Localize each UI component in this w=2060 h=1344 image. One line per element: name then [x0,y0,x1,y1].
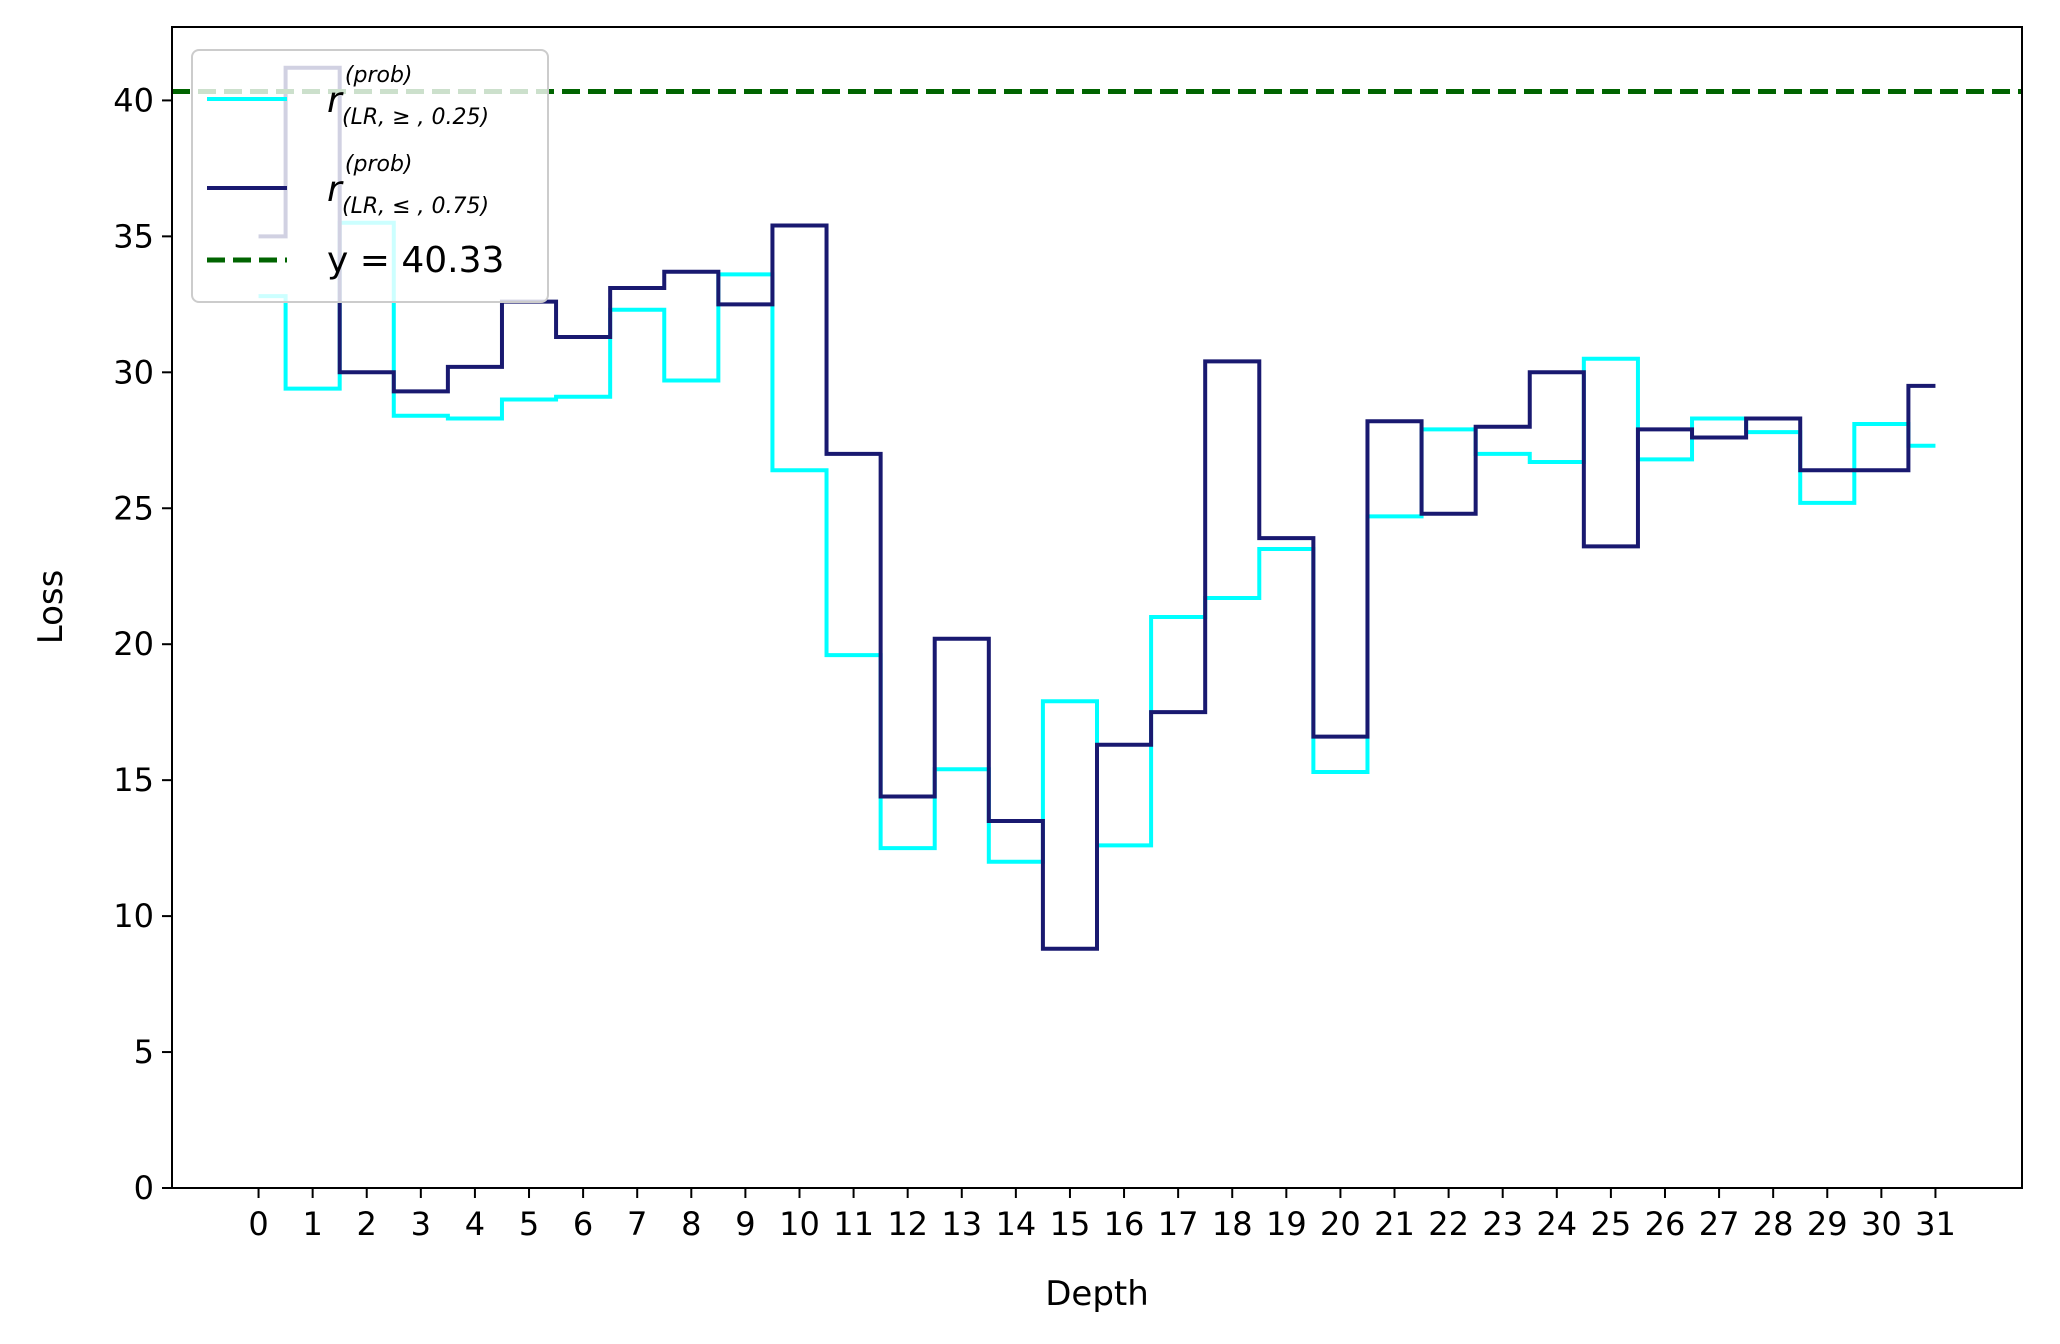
x-tick-label: 14 [996,1205,1037,1243]
x-tick-label: 25 [1591,1205,1632,1243]
legend-label-series-1-sup: (prob) [345,63,413,88]
x-tick-label: 2 [357,1205,377,1243]
x-tick-label: 30 [1861,1205,1902,1243]
x-tick-label: 21 [1374,1205,1415,1243]
y-tick-label: 20 [113,625,154,663]
y-tick-label: 25 [113,489,154,527]
x-tick-label: 28 [1753,1205,1794,1243]
y-tick-label: 0 [134,1169,154,1207]
x-tick-label: 23 [1482,1205,1523,1243]
x-tick-label: 15 [1050,1205,1091,1243]
x-tick-label: 31 [1915,1205,1956,1243]
x-tick-label: 8 [681,1205,701,1243]
x-tick-label: 17 [1158,1205,1199,1243]
legend-label-series-2: r (prob) (LR, ≤ , 0.75) [327,152,489,219]
x-tick-label: 29 [1807,1205,1848,1243]
x-tick-label: 7 [627,1205,647,1243]
x-tick-label: 11 [833,1205,874,1243]
x-tick-label: 10 [779,1205,820,1243]
legend-label-series-2-sup: (prob) [345,152,413,177]
legend-box [191,49,549,303]
x-tick-label: 26 [1645,1205,1686,1243]
y-tick-label: 30 [113,353,154,391]
legend-label-reference-line: y = 40.33 [327,240,504,281]
x-tick-label: 18 [1212,1205,1253,1243]
x-tick-label: 20 [1320,1205,1361,1243]
y-tick-label: 40 [113,81,154,119]
x-tick-label: 6 [573,1205,593,1243]
x-tick-label: 5 [519,1205,539,1243]
legend-label-series-2-main: r [327,169,344,210]
x-tick-label: 16 [1104,1205,1145,1243]
x-tick-label: 1 [302,1205,322,1243]
legend: r (prob) (LR, ≥ , 0.25) r (prob) (LR, ≤ … [191,49,549,303]
y-axis-ticks: 0 5 10 15 20 25 30 35 40 [113,81,172,1207]
x-tick-label: 3 [411,1205,431,1243]
x-tick-label: 0 [248,1205,268,1243]
legend-label-series-1-main: r [327,80,344,121]
x-tick-label: 13 [941,1205,982,1243]
x-tick-label: 19 [1266,1205,1307,1243]
y-axis-label: Loss [31,570,71,645]
y-tick-label: 5 [134,1033,154,1071]
x-tick-label: 9 [735,1205,755,1243]
x-tick-label: 24 [1536,1205,1577,1243]
y-tick-label: 15 [113,761,154,799]
plot-frame [171,26,2023,1189]
x-tick-label: 22 [1428,1205,1469,1243]
legend-label-series-2-sub: (LR, ≤ , 0.75) [342,194,489,219]
y-tick-label: 10 [113,897,154,935]
x-axis-ticks: 0 1 2 3 4 5 6 7 8 9 10 11 12 13 14 15 16 17 18 19 20 21 22 23 24… [248,1188,1956,1243]
x-axis-label: Depth [1045,1274,1149,1314]
legend-label-series-1: r (prob) (LR, ≥ , 0.25) [327,63,489,130]
x-tick-label: 4 [465,1205,485,1243]
x-tick-label: 12 [887,1205,928,1243]
x-tick-label: 27 [1699,1205,1740,1243]
legend-label-series-1-sub: (LR, ≥ , 0.25) [342,105,489,130]
y-tick-label: 35 [113,217,154,255]
